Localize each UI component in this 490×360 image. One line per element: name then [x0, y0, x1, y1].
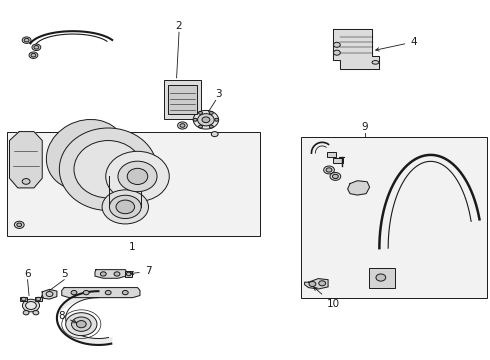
Circle shape	[198, 125, 202, 128]
Ellipse shape	[127, 168, 148, 184]
Polygon shape	[333, 30, 379, 69]
Bar	[368, 268, 395, 288]
Circle shape	[83, 291, 89, 295]
Text: 6: 6	[24, 269, 31, 279]
Circle shape	[126, 272, 131, 276]
Circle shape	[17, 223, 22, 226]
Ellipse shape	[372, 60, 379, 64]
Ellipse shape	[106, 151, 169, 202]
Circle shape	[29, 52, 38, 58]
Circle shape	[46, 292, 53, 297]
Circle shape	[36, 297, 41, 301]
Text: 7: 7	[130, 266, 151, 276]
Circle shape	[100, 272, 106, 276]
Ellipse shape	[197, 114, 214, 126]
Bar	[35, 297, 42, 301]
Circle shape	[309, 282, 316, 287]
Circle shape	[14, 221, 24, 228]
Circle shape	[66, 313, 97, 336]
Circle shape	[193, 118, 197, 121]
Circle shape	[319, 281, 326, 286]
Ellipse shape	[25, 302, 36, 310]
Circle shape	[211, 132, 218, 136]
Circle shape	[24, 39, 29, 42]
Text: 2: 2	[176, 21, 182, 31]
Circle shape	[326, 168, 332, 172]
Circle shape	[114, 272, 120, 276]
Polygon shape	[305, 279, 328, 289]
Circle shape	[21, 297, 26, 301]
Circle shape	[32, 44, 41, 50]
Ellipse shape	[118, 161, 157, 192]
Text: 8: 8	[58, 311, 76, 323]
Ellipse shape	[23, 299, 40, 312]
Bar	[327, 152, 336, 157]
Circle shape	[198, 112, 202, 114]
Ellipse shape	[102, 190, 148, 224]
Circle shape	[34, 45, 39, 49]
Circle shape	[332, 174, 338, 179]
Circle shape	[22, 179, 30, 184]
Bar	[164, 80, 201, 119]
Circle shape	[215, 118, 219, 121]
Ellipse shape	[193, 111, 219, 129]
Bar	[125, 271, 132, 277]
Ellipse shape	[47, 120, 126, 190]
Text: 10: 10	[314, 287, 340, 309]
Circle shape	[376, 274, 386, 281]
Polygon shape	[347, 181, 369, 195]
Bar	[20, 297, 27, 301]
Circle shape	[209, 112, 213, 114]
Polygon shape	[9, 132, 42, 188]
Ellipse shape	[59, 128, 157, 211]
Bar	[333, 158, 343, 163]
Circle shape	[180, 124, 185, 127]
Circle shape	[330, 172, 341, 180]
Circle shape	[72, 317, 91, 331]
Circle shape	[71, 291, 77, 295]
Ellipse shape	[202, 117, 210, 123]
Circle shape	[209, 125, 213, 128]
Circle shape	[22, 37, 31, 43]
Polygon shape	[42, 289, 57, 299]
Circle shape	[122, 291, 128, 295]
Polygon shape	[95, 270, 127, 278]
Circle shape	[105, 291, 111, 295]
Ellipse shape	[109, 195, 141, 219]
Text: 3: 3	[215, 89, 221, 99]
Circle shape	[76, 320, 86, 328]
Text: 4: 4	[376, 37, 417, 51]
Bar	[301, 137, 487, 298]
Circle shape	[33, 311, 39, 315]
Circle shape	[31, 53, 36, 57]
Polygon shape	[62, 288, 140, 298]
Circle shape	[333, 42, 340, 47]
Ellipse shape	[116, 200, 135, 214]
Circle shape	[177, 122, 187, 129]
Text: 9: 9	[362, 122, 368, 132]
Text: 1: 1	[129, 242, 136, 252]
Circle shape	[333, 50, 340, 55]
Circle shape	[23, 311, 29, 315]
Bar	[6, 132, 260, 235]
Bar	[168, 85, 197, 114]
Ellipse shape	[74, 140, 143, 198]
Circle shape	[324, 166, 334, 174]
Text: 5: 5	[61, 269, 68, 279]
